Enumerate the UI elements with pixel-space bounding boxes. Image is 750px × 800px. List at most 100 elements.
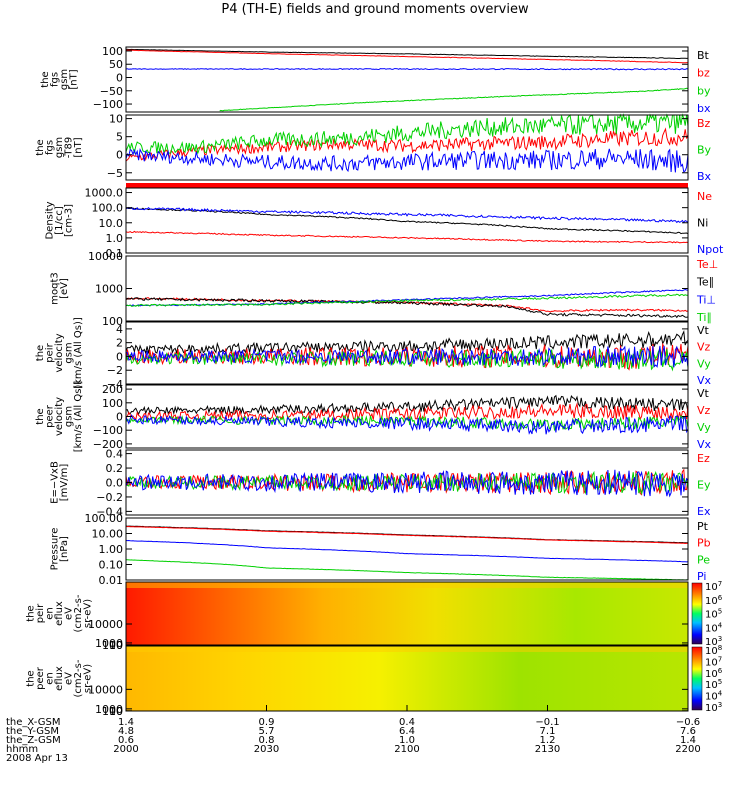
plot-title: P4 (TH-E) fields and ground moments over… xyxy=(221,2,529,17)
legend-entry-Ey: Ey xyxy=(697,479,711,492)
y-axis-label: the xyxy=(35,345,46,361)
y-axis-label: velocity xyxy=(54,397,65,436)
legend-entry-Ex: Ex xyxy=(697,505,711,518)
series-line-Pe xyxy=(126,559,689,581)
x-axis-row-label: the_Y-GSM xyxy=(6,726,59,737)
x-tick-label: 0.4 xyxy=(399,717,415,728)
series-line-Ni xyxy=(125,207,689,235)
series-line-Bz xyxy=(125,127,689,162)
y-axis-label: en xyxy=(45,672,56,685)
legend-entry-bx: bx xyxy=(697,102,711,115)
legend-entry-Vz: Vz xyxy=(697,404,711,417)
legend-entry-Ti∥: Ti∥ xyxy=(696,311,712,324)
y-tick-label: 1000.0 xyxy=(85,187,124,200)
colorbar xyxy=(691,582,703,645)
y-tick-label: 4 xyxy=(116,323,123,336)
legend-entry-Ni: Ni xyxy=(697,217,708,230)
y-tick-label: 100.00 xyxy=(85,512,124,525)
y-tick-label: 10000 xyxy=(88,250,123,263)
x-tick-label: 2130 xyxy=(535,744,560,755)
y-axis-label: peir xyxy=(45,342,56,362)
series-line-bx xyxy=(125,68,689,71)
y-axis-label: eV xyxy=(64,672,75,685)
colorbar-tick-label: 107 xyxy=(705,580,722,593)
y-tick-label: 2 xyxy=(116,337,123,350)
y-axis-label: velocity xyxy=(54,333,65,372)
y-tick-label: 0.0 xyxy=(106,477,124,490)
panel-frame xyxy=(125,581,689,646)
legend-entry-Vz: Vz xyxy=(697,341,711,354)
y-tick-label: 0.01 xyxy=(99,574,124,587)
series-line-bz xyxy=(126,49,688,64)
colorbar-tick-label: 105 xyxy=(705,608,722,621)
y-tick-label: 0.10 xyxy=(99,559,124,572)
panel-efield: −0.4−0.20.0 0.20.4 E=−VxB[mV/m] Ez Ey Ex xyxy=(49,448,711,519)
series-line-Vt xyxy=(125,329,689,355)
y-axis-label: (cm2-s- xyxy=(73,659,84,697)
y-axis-label: the xyxy=(35,139,46,155)
panel-frame xyxy=(125,517,689,581)
legend-entry-Vt: Vt xyxy=(697,387,710,400)
y-tick-label: −50 xyxy=(100,85,123,98)
y-tick-label: 100 xyxy=(102,315,123,328)
y-axis-label: the xyxy=(40,71,51,87)
y-tick-label: −100 xyxy=(93,424,123,437)
x-tick-label: −0.6 xyxy=(676,717,700,728)
legend-entry-Vy: Vy xyxy=(697,421,711,434)
legend-entry-Pt: Pt xyxy=(697,520,709,533)
x-tick-label: 4.8 xyxy=(118,726,134,737)
y-axis-label: -T89 xyxy=(64,137,75,159)
series-line-Pb xyxy=(126,525,689,545)
y-axis-label: [km/s (All Qs)] xyxy=(73,317,84,389)
legend-entry-Bt: Bt xyxy=(697,49,710,62)
y-axis-label: [nT] xyxy=(73,137,84,157)
spectrogram-band xyxy=(126,582,688,588)
legend-entry-Pb: Pb xyxy=(697,537,711,550)
y-axis-label: peer xyxy=(35,666,46,690)
y-axis-label: (cm2-s- xyxy=(73,594,84,632)
y-tick-label: 100 xyxy=(102,397,123,410)
y-axis-label: eflux xyxy=(54,601,65,626)
panel-temp: 100 1000 10000 moqt3[eV] Te⊥ Te∥ Ti⊥ Ti∥ xyxy=(49,250,718,328)
panel-frame xyxy=(125,255,689,322)
series-line-Npot xyxy=(125,206,689,224)
series-line-Ti∥ xyxy=(125,293,689,307)
x-axis-row-label: the_Z-GSM xyxy=(6,735,61,746)
legend-entry-Vx: Vx xyxy=(697,438,712,451)
y-tick-label: 100 xyxy=(102,705,123,718)
x-tick-label: 7.1 xyxy=(540,726,556,737)
y-axis-label: fgs xyxy=(49,72,60,87)
y-tick-label: 0 xyxy=(116,350,123,363)
legend-entry-bz: bz xyxy=(697,67,710,80)
y-tick-label: 10000 xyxy=(88,618,123,631)
legend-entry-By: By xyxy=(697,144,712,157)
panel-peir_spec: 10310410510610710100100010000thepeirenef… xyxy=(26,580,723,652)
x-axis-row-label: hhmm xyxy=(6,744,38,755)
y-tick-label: 10 xyxy=(109,113,123,126)
spectrogram-image xyxy=(126,582,688,645)
x-tick-label: 2100 xyxy=(394,744,419,755)
y-tick-label: −2 xyxy=(107,364,123,377)
y-tick-label: 1.0 xyxy=(106,232,124,245)
series-line-by xyxy=(219,87,689,112)
spectrogram-band xyxy=(126,646,688,652)
y-axis-label: moqt3 xyxy=(49,272,60,305)
x-axis-row-label: 2008 Apr 13 xyxy=(6,753,68,764)
panel-pressure: 0.01 0.10 1.00 10.00 100.00 Pressure[nPa] Pt Pb… xyxy=(49,512,710,587)
y-axis-label: en xyxy=(45,607,56,620)
y-tick-label: 5 xyxy=(116,131,123,144)
y-axis-label: [km/s (All Qs)] xyxy=(73,381,84,453)
x-tick-label: 2030 xyxy=(254,744,279,755)
x-axis-row-label: the_X-GSM xyxy=(6,717,60,728)
x-tick-label: 1.0 xyxy=(399,735,415,746)
y-axis-label: gsm xyxy=(64,406,75,427)
y-tick-label: 1000 xyxy=(95,283,123,296)
y-tick-label: 1.00 xyxy=(99,543,124,556)
series-line-Te∥ xyxy=(125,297,689,319)
panel-density: 0.1 1.0 10.0 100.0 1000.0 Density[1/cc][cm-3]… xyxy=(45,187,724,260)
panel-peer_spec: 10310410510610710810100100010000thepeere… xyxy=(26,644,723,718)
series-line-Ti⊥ xyxy=(125,288,689,307)
y-axis-label: E=−VxB xyxy=(49,461,60,504)
series-line-Vy xyxy=(125,414,689,432)
